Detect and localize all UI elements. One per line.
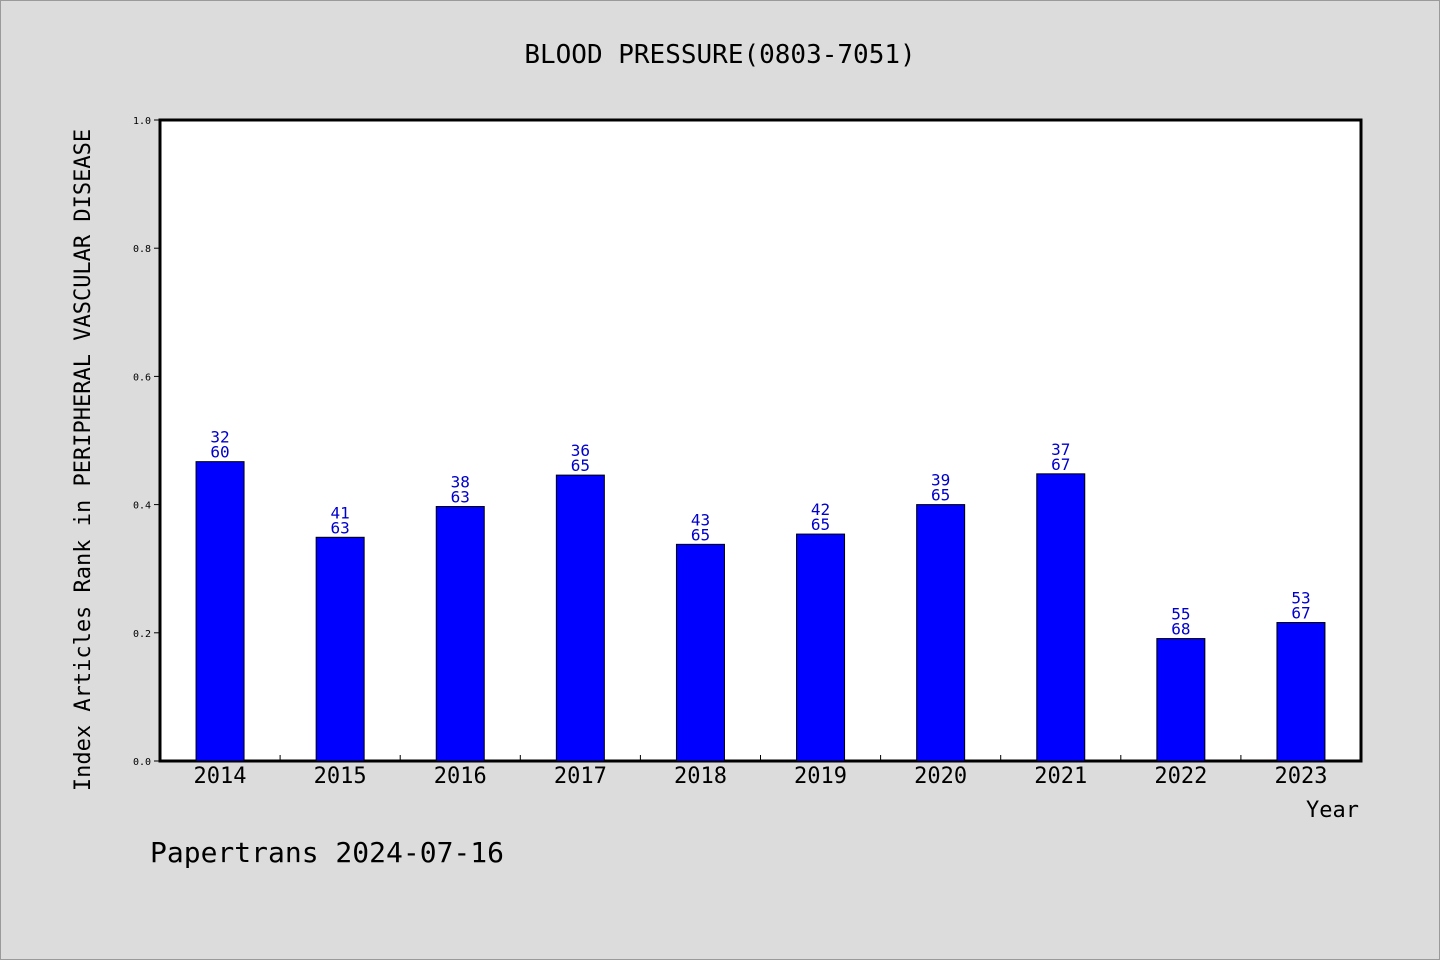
bar-rank-label: 39 xyxy=(931,471,950,490)
bar-rank-label: 36 xyxy=(571,441,590,460)
y-tick-label: 0.2 xyxy=(133,629,151,640)
bar-total-label: 63 xyxy=(331,518,350,537)
bar-total-label: 65 xyxy=(931,486,950,505)
bar-rank-label: 53 xyxy=(1291,589,1310,608)
bar-rank-label: 43 xyxy=(691,510,710,529)
bar-2019 xyxy=(796,533,846,762)
x-tick-label: 2021 xyxy=(1034,764,1087,789)
bar-total-label: 63 xyxy=(451,488,470,507)
bar-2021 xyxy=(1036,473,1086,762)
y-tick-label: 0.4 xyxy=(133,501,151,512)
bar-2023 xyxy=(1276,622,1326,762)
chart-title: BLOOD PRESSURE(0803-7051) xyxy=(524,40,915,70)
bar-rank-label: 41 xyxy=(331,503,350,522)
bar-rank-label: 32 xyxy=(210,428,229,447)
bar-rank-label: 38 xyxy=(451,473,470,492)
x-tick-label: 2022 xyxy=(1154,764,1207,789)
bar-2015 xyxy=(315,536,365,762)
x-tick-label: 2015 xyxy=(314,764,367,789)
bar-total-label: 65 xyxy=(691,525,710,544)
bar-total-label: 67 xyxy=(1051,455,1070,474)
x-tick-label: 2019 xyxy=(794,764,847,789)
footer-credit: Papertrans 2024-07-16 xyxy=(150,836,504,869)
y-tick-label: 0.8 xyxy=(133,244,151,255)
bar-2016 xyxy=(435,506,485,762)
bar-total-label: 67 xyxy=(1291,604,1310,623)
x-axis-ticks: 2014 2015 2016 2017 2018 2019 2020 2021 2022 2023 xyxy=(194,755,1327,789)
bar-rank-label: 37 xyxy=(1051,440,1070,459)
y-axis-ticks: 0.0 0.2 0.4 0.6 0.8 1.0 xyxy=(133,116,160,768)
x-tick-label: 2023 xyxy=(1274,764,1327,789)
bar-series xyxy=(195,461,1326,762)
bar-2022 xyxy=(1156,638,1206,762)
bar-rank-label: 55 xyxy=(1171,605,1190,624)
x-tick-label: 2018 xyxy=(674,764,727,789)
y-axis-label: Index Articles Rank in PERIPHERAL VASCUL… xyxy=(71,129,96,791)
bar-total-label: 68 xyxy=(1171,620,1190,639)
bar-total-label: 65 xyxy=(811,515,830,534)
y-tick-label: 0.0 xyxy=(133,757,151,768)
y-tick-label: 0.6 xyxy=(133,372,151,383)
bar-total-label: 60 xyxy=(210,443,229,462)
x-tick-label: 2014 xyxy=(194,764,247,789)
y-tick-label: 1.0 xyxy=(133,116,151,127)
x-tick-label: 2016 xyxy=(434,764,487,789)
bar-2014 xyxy=(195,461,245,762)
x-tick-label: 2020 xyxy=(914,764,967,789)
x-tick-label: 2017 xyxy=(554,764,607,789)
bar-2017 xyxy=(555,474,605,762)
x-axis-label: Year xyxy=(1306,798,1359,823)
bar-2020 xyxy=(916,504,966,762)
bar-rank-label: 42 xyxy=(811,500,830,519)
bar-2018 xyxy=(675,543,725,762)
bar-total-label: 65 xyxy=(571,456,590,475)
